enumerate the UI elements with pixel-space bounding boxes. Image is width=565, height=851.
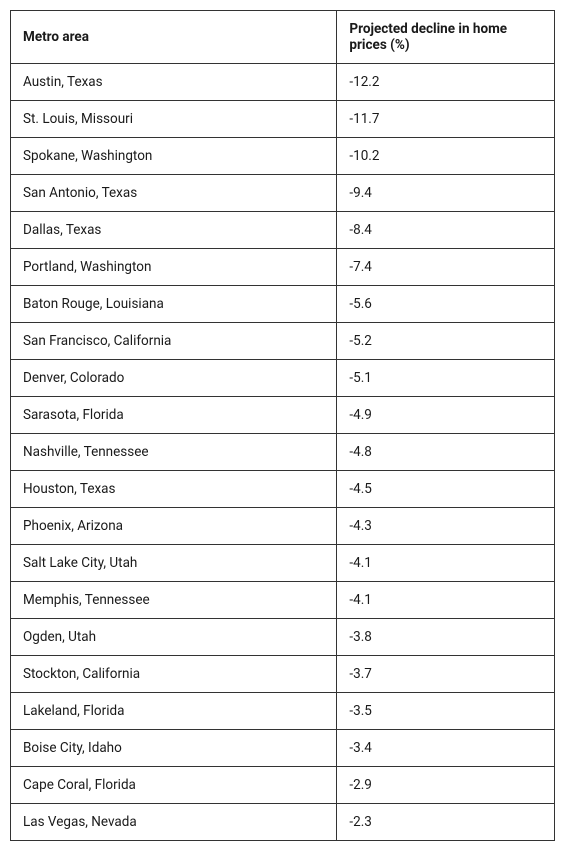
decline-cell: -4.1 bbox=[337, 582, 555, 619]
metro-cell: Dallas, Texas bbox=[11, 212, 337, 249]
column-header-metro: Metro area bbox=[11, 11, 337, 64]
table-row: Austin, Texas-12.2 bbox=[11, 64, 555, 101]
table-row: Salt Lake City, Utah-4.1 bbox=[11, 545, 555, 582]
table-row: Portland, Washington-7.4 bbox=[11, 249, 555, 286]
decline-cell: -5.1 bbox=[337, 360, 555, 397]
metro-cell: Houston, Texas bbox=[11, 471, 337, 508]
table-row: Memphis, Tennessee-4.1 bbox=[11, 582, 555, 619]
table-row: St. Louis, Missouri-11.7 bbox=[11, 101, 555, 138]
metro-cell: Phoenix, Arizona bbox=[11, 508, 337, 545]
metro-cell: Portland, Washington bbox=[11, 249, 337, 286]
metro-cell: Nashville, Tennessee bbox=[11, 434, 337, 471]
table-row: Lakeland, Florida-3.5 bbox=[11, 693, 555, 730]
decline-cell: -2.3 bbox=[337, 804, 555, 841]
table-row: Dallas, Texas-8.4 bbox=[11, 212, 555, 249]
metro-cell: Memphis, Tennessee bbox=[11, 582, 337, 619]
metro-cell: Boise City, Idaho bbox=[11, 730, 337, 767]
table-row: Ogden, Utah-3.8 bbox=[11, 619, 555, 656]
table-row: Nashville, Tennessee-4.8 bbox=[11, 434, 555, 471]
decline-cell: -11.7 bbox=[337, 101, 555, 138]
decline-cell: -5.2 bbox=[337, 323, 555, 360]
metro-cell: Baton Rouge, Louisiana bbox=[11, 286, 337, 323]
table-row: Phoenix, Arizona-4.3 bbox=[11, 508, 555, 545]
table-row: Houston, Texas-4.5 bbox=[11, 471, 555, 508]
decline-cell: -5.6 bbox=[337, 286, 555, 323]
table-row: San Francisco, California-5.2 bbox=[11, 323, 555, 360]
decline-cell: -10.2 bbox=[337, 138, 555, 175]
decline-cell: -9.4 bbox=[337, 175, 555, 212]
decline-cell: -2.9 bbox=[337, 767, 555, 804]
metro-cell: Sarasota, Florida bbox=[11, 397, 337, 434]
table-row: Boise City, Idaho-3.4 bbox=[11, 730, 555, 767]
metro-cell: Spokane, Washington bbox=[11, 138, 337, 175]
table-row: San Antonio, Texas-9.4 bbox=[11, 175, 555, 212]
home-prices-table: Metro area Projected decline in home pri… bbox=[10, 10, 555, 841]
decline-cell: -4.3 bbox=[337, 508, 555, 545]
metro-cell: Salt Lake City, Utah bbox=[11, 545, 337, 582]
metro-cell: Cape Coral, Florida bbox=[11, 767, 337, 804]
decline-cell: -4.1 bbox=[337, 545, 555, 582]
metro-cell: Las Vegas, Nevada bbox=[11, 804, 337, 841]
metro-cell: Lakeland, Florida bbox=[11, 693, 337, 730]
decline-cell: -3.8 bbox=[337, 619, 555, 656]
metro-cell: Ogden, Utah bbox=[11, 619, 337, 656]
metro-cell: San Francisco, California bbox=[11, 323, 337, 360]
table-row: Baton Rouge, Louisiana-5.6 bbox=[11, 286, 555, 323]
metro-cell: Austin, Texas bbox=[11, 64, 337, 101]
table-row: Las Vegas, Nevada-2.3 bbox=[11, 804, 555, 841]
table-row: Spokane, Washington-10.2 bbox=[11, 138, 555, 175]
table-row: Stockton, California-3.7 bbox=[11, 656, 555, 693]
decline-cell: -7.4 bbox=[337, 249, 555, 286]
table-header-row: Metro area Projected decline in home pri… bbox=[11, 11, 555, 64]
decline-cell: -4.9 bbox=[337, 397, 555, 434]
table-row: Sarasota, Florida-4.9 bbox=[11, 397, 555, 434]
metro-cell: Denver, Colorado bbox=[11, 360, 337, 397]
table-row: Denver, Colorado-5.1 bbox=[11, 360, 555, 397]
metro-cell: San Antonio, Texas bbox=[11, 175, 337, 212]
decline-cell: -4.5 bbox=[337, 471, 555, 508]
decline-cell: -4.8 bbox=[337, 434, 555, 471]
metro-cell: Stockton, California bbox=[11, 656, 337, 693]
decline-cell: -12.2 bbox=[337, 64, 555, 101]
decline-cell: -3.4 bbox=[337, 730, 555, 767]
column-header-decline: Projected decline in home prices (%) bbox=[337, 11, 555, 64]
decline-cell: -3.7 bbox=[337, 656, 555, 693]
table-row: Cape Coral, Florida-2.9 bbox=[11, 767, 555, 804]
metro-cell: St. Louis, Missouri bbox=[11, 101, 337, 138]
decline-cell: -3.5 bbox=[337, 693, 555, 730]
decline-cell: -8.4 bbox=[337, 212, 555, 249]
